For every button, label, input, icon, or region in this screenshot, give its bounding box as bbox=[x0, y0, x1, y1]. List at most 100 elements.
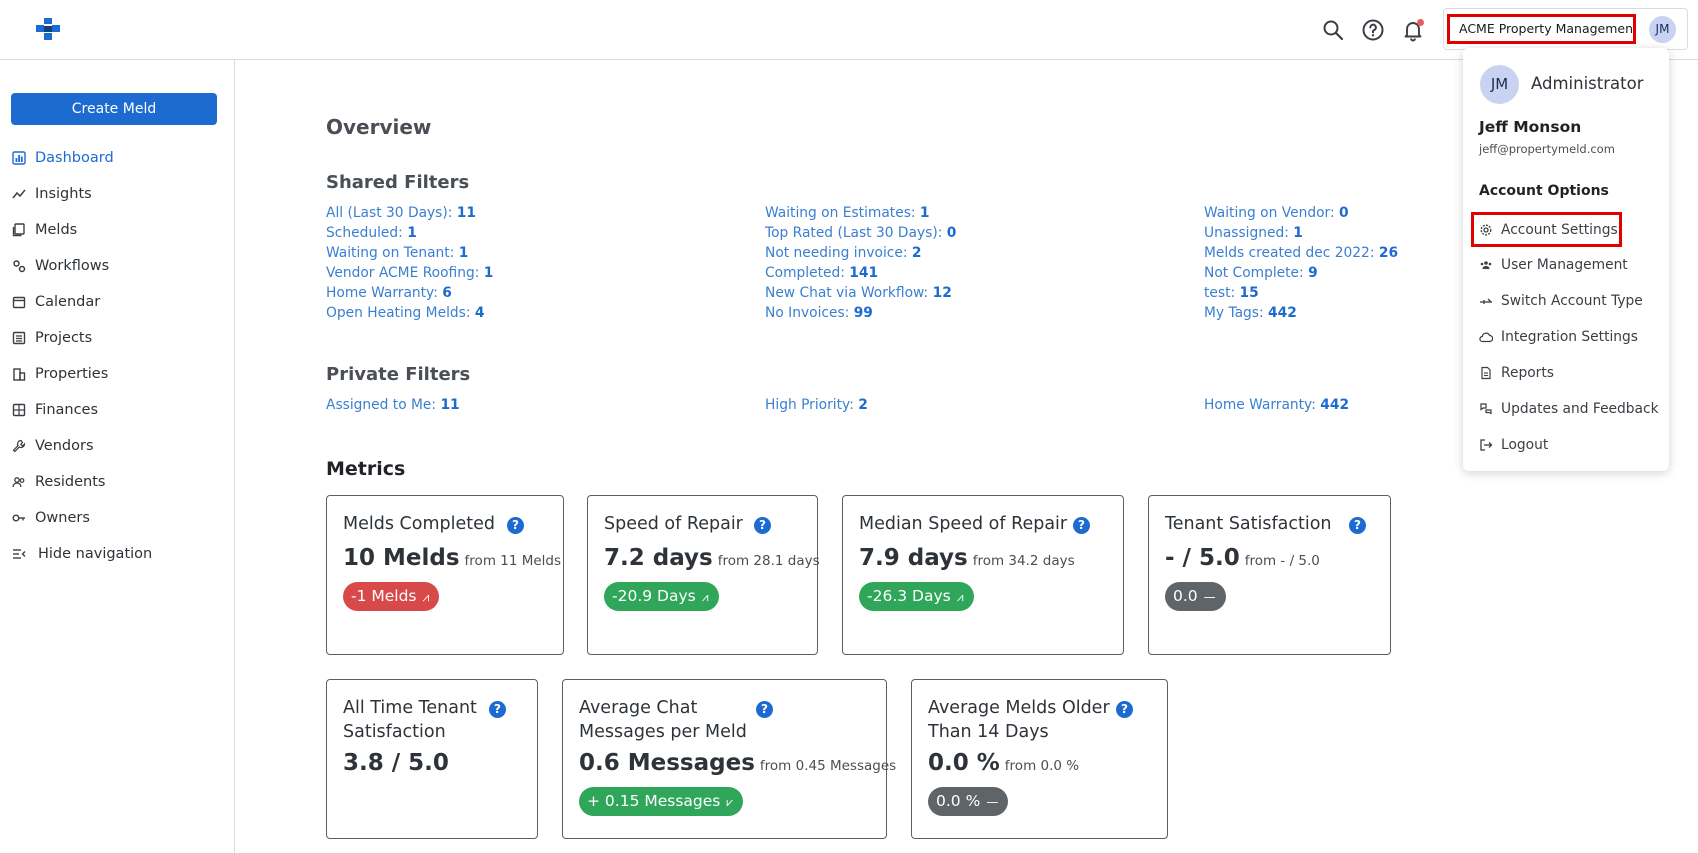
sidebar-item-workflows[interactable]: Workflows bbox=[0, 248, 234, 284]
metric-title: Average Chat Messages per Meld bbox=[579, 698, 747, 742]
account-name-button[interactable]: ACME Property Management bbox=[1447, 14, 1636, 44]
sidebar-item-projects[interactable]: Projects bbox=[0, 320, 234, 356]
logout-item[interactable]: Logout bbox=[1479, 433, 1659, 457]
private-filters-title: Private Filters bbox=[326, 364, 471, 385]
account-options-title: Account Options bbox=[1479, 183, 1609, 199]
integration-settings-item[interactable]: Integration Settings bbox=[1479, 325, 1659, 349]
sidebar: Create Meld Dashboard Insights Melds Wor… bbox=[0, 60, 235, 853]
help-icon[interactable]: ? bbox=[1116, 701, 1133, 718]
filter-link[interactable]: High Priority: 2 bbox=[765, 397, 868, 413]
help-icon[interactable]: ? bbox=[754, 517, 771, 534]
help-icon[interactable]: ? bbox=[489, 701, 506, 718]
menu-item-label: Account Settings bbox=[1501, 221, 1618, 238]
filter-link[interactable]: Waiting on Tenant: 1 bbox=[326, 245, 469, 261]
account-switcher[interactable]: ACME Property Management JM bbox=[1443, 8, 1688, 50]
filter-link[interactable]: Top Rated (Last 30 Days): 0 bbox=[765, 225, 957, 241]
metric-title: Tenant Satisfaction bbox=[1165, 514, 1332, 534]
metric-card-speed-of-repair: Speed of Repair ? 7.2 days from 28.1 days… bbox=[587, 495, 820, 655]
projects-icon bbox=[12, 331, 26, 345]
help-icon[interactable]: ? bbox=[1073, 517, 1090, 534]
filter-link[interactable]: All (Last 30 Days): 11 bbox=[326, 205, 476, 221]
trend-down-icon: ⩘ bbox=[422, 590, 430, 604]
metric-title: Average Melds Older Than 14 Days bbox=[928, 698, 1110, 742]
metric-card-melds-completed: Melds Completed ? 10 Melds from 11 Melds … bbox=[326, 495, 564, 655]
sidebar-item-insights[interactable]: Insights bbox=[0, 176, 234, 212]
filter-link[interactable]: My Tags: 442 bbox=[1204, 305, 1297, 321]
metric-value: 7.9 days from 34.2 days bbox=[859, 545, 1075, 571]
sidebar-item-calendar[interactable]: Calendar bbox=[0, 284, 234, 320]
filter-link[interactable]: Home Warranty: 442 bbox=[1204, 397, 1350, 413]
updates-and-feedback-item[interactable]: Updates and Feedback bbox=[1479, 397, 1659, 421]
filter-link[interactable]: Waiting on Estimates: 1 bbox=[765, 205, 930, 221]
filter-link[interactable]: Scheduled: 1 bbox=[326, 225, 417, 241]
filter-link[interactable]: Waiting on Vendor: 0 bbox=[1204, 205, 1349, 221]
help-icon[interactable]: ? bbox=[1349, 517, 1366, 534]
user-email: jeff@propertymeld.com bbox=[1479, 142, 1615, 156]
filter-link[interactable]: Home Warranty: 6 bbox=[326, 285, 452, 301]
account-settings-item[interactable]: Account Settings bbox=[1471, 212, 1622, 247]
metrics-title: Metrics bbox=[326, 458, 406, 480]
workflows-icon bbox=[12, 259, 26, 273]
search-icon[interactable] bbox=[1321, 18, 1345, 42]
filter-link[interactable]: Not needing invoice: 2 bbox=[765, 245, 922, 261]
filter-link[interactable]: No Invoices: 99 bbox=[765, 305, 873, 321]
help-icon[interactable] bbox=[1361, 18, 1385, 42]
sidebar-item-melds[interactable]: Melds bbox=[0, 212, 234, 248]
sidebar-item-label: Properties bbox=[35, 366, 109, 382]
metric-value: 3.8 / 5.0 bbox=[343, 750, 449, 776]
filter-link[interactable]: Melds created dec 2022: 26 bbox=[1204, 245, 1399, 261]
menu-item-label: User Management bbox=[1501, 257, 1628, 273]
filter-link[interactable]: Not Complete: 9 bbox=[1204, 265, 1318, 281]
trend-down-icon: ⩘ bbox=[701, 590, 709, 604]
user-management-item[interactable]: User Management bbox=[1479, 253, 1659, 277]
sidebar-item-properties[interactable]: Properties bbox=[0, 356, 234, 392]
help-icon[interactable]: ? bbox=[507, 517, 524, 534]
menu-item-label: Updates and Feedback bbox=[1501, 401, 1659, 417]
logout-icon bbox=[1479, 438, 1493, 452]
filter-link[interactable]: test: 15 bbox=[1204, 285, 1259, 301]
filter-link[interactable]: Assigned to Me: 11 bbox=[326, 397, 460, 413]
sidebar-item-owners[interactable]: Owners bbox=[0, 500, 234, 536]
owners-icon bbox=[12, 511, 26, 525]
logo-icon[interactable] bbox=[36, 18, 60, 40]
filter-link[interactable]: Open Heating Melds: 4 bbox=[326, 305, 485, 321]
avatar: JM bbox=[1480, 65, 1519, 104]
sidebar-item-label: Projects bbox=[35, 330, 93, 346]
sidebar-item-label: Calendar bbox=[35, 294, 101, 310]
sidebar-item-label: Dashboard bbox=[35, 150, 114, 166]
sidebar-item-finances[interactable]: Finances bbox=[0, 392, 234, 428]
filter-link[interactable]: Vendor ACME Roofing: 1 bbox=[326, 265, 494, 281]
metric-card-tenant-satisfaction: Tenant Satisfaction ? - / 5.0 from - / 5.… bbox=[1148, 495, 1391, 655]
metric-title: Speed of Repair bbox=[604, 514, 743, 534]
user-name: Jeff Monson bbox=[1479, 118, 1582, 136]
notification-dot bbox=[1417, 19, 1424, 26]
filter-link[interactable]: New Chat via Workflow: 12 bbox=[765, 285, 952, 301]
users-icon bbox=[1479, 258, 1493, 272]
avatar[interactable]: JM bbox=[1649, 16, 1676, 43]
melds-icon bbox=[12, 223, 26, 237]
shared-filters-column-1: All (Last 30 Days): 11 Scheduled: 1 Wait… bbox=[326, 203, 746, 323]
metric-card-median-speed-of-repair: Median Speed of Repair ? 7.9 days from 34… bbox=[842, 495, 1124, 655]
create-meld-button[interactable]: Create Meld bbox=[11, 93, 217, 125]
sidebar-item-label: Vendors bbox=[35, 438, 94, 454]
metric-change-badge: 0.0 % — bbox=[928, 787, 1009, 816]
sidebar-item-residents[interactable]: Residents bbox=[0, 464, 234, 500]
sidebar-item-dashboard[interactable]: Dashboard bbox=[0, 140, 234, 176]
switch-account-type-item[interactable]: Switch Account Type bbox=[1479, 289, 1659, 313]
help-icon[interactable]: ? bbox=[756, 701, 773, 718]
sidebar-item-label: Residents bbox=[35, 474, 106, 490]
sidebar-item-hide-navigation[interactable]: Hide navigation bbox=[0, 536, 234, 572]
filter-link[interactable]: Completed: 141 bbox=[765, 265, 879, 281]
calendar-icon bbox=[12, 295, 26, 309]
filter-link[interactable]: Unassigned: 1 bbox=[1204, 225, 1303, 241]
reports-item[interactable]: Reports bbox=[1479, 361, 1659, 385]
trend-up-icon: ⩗ bbox=[726, 795, 734, 809]
metric-change-badge: 0.0— bbox=[1165, 582, 1226, 611]
hide-nav-icon bbox=[12, 547, 26, 561]
bell-icon[interactable] bbox=[1401, 18, 1425, 42]
private-filters-column-1: Assigned to Me: 11 bbox=[326, 395, 746, 415]
trend-down-icon: ⩘ bbox=[956, 590, 964, 604]
menu-item-label: Integration Settings bbox=[1501, 329, 1638, 345]
sidebar-item-vendors[interactable]: Vendors bbox=[0, 428, 234, 464]
menu-item-label: Logout bbox=[1501, 437, 1549, 453]
